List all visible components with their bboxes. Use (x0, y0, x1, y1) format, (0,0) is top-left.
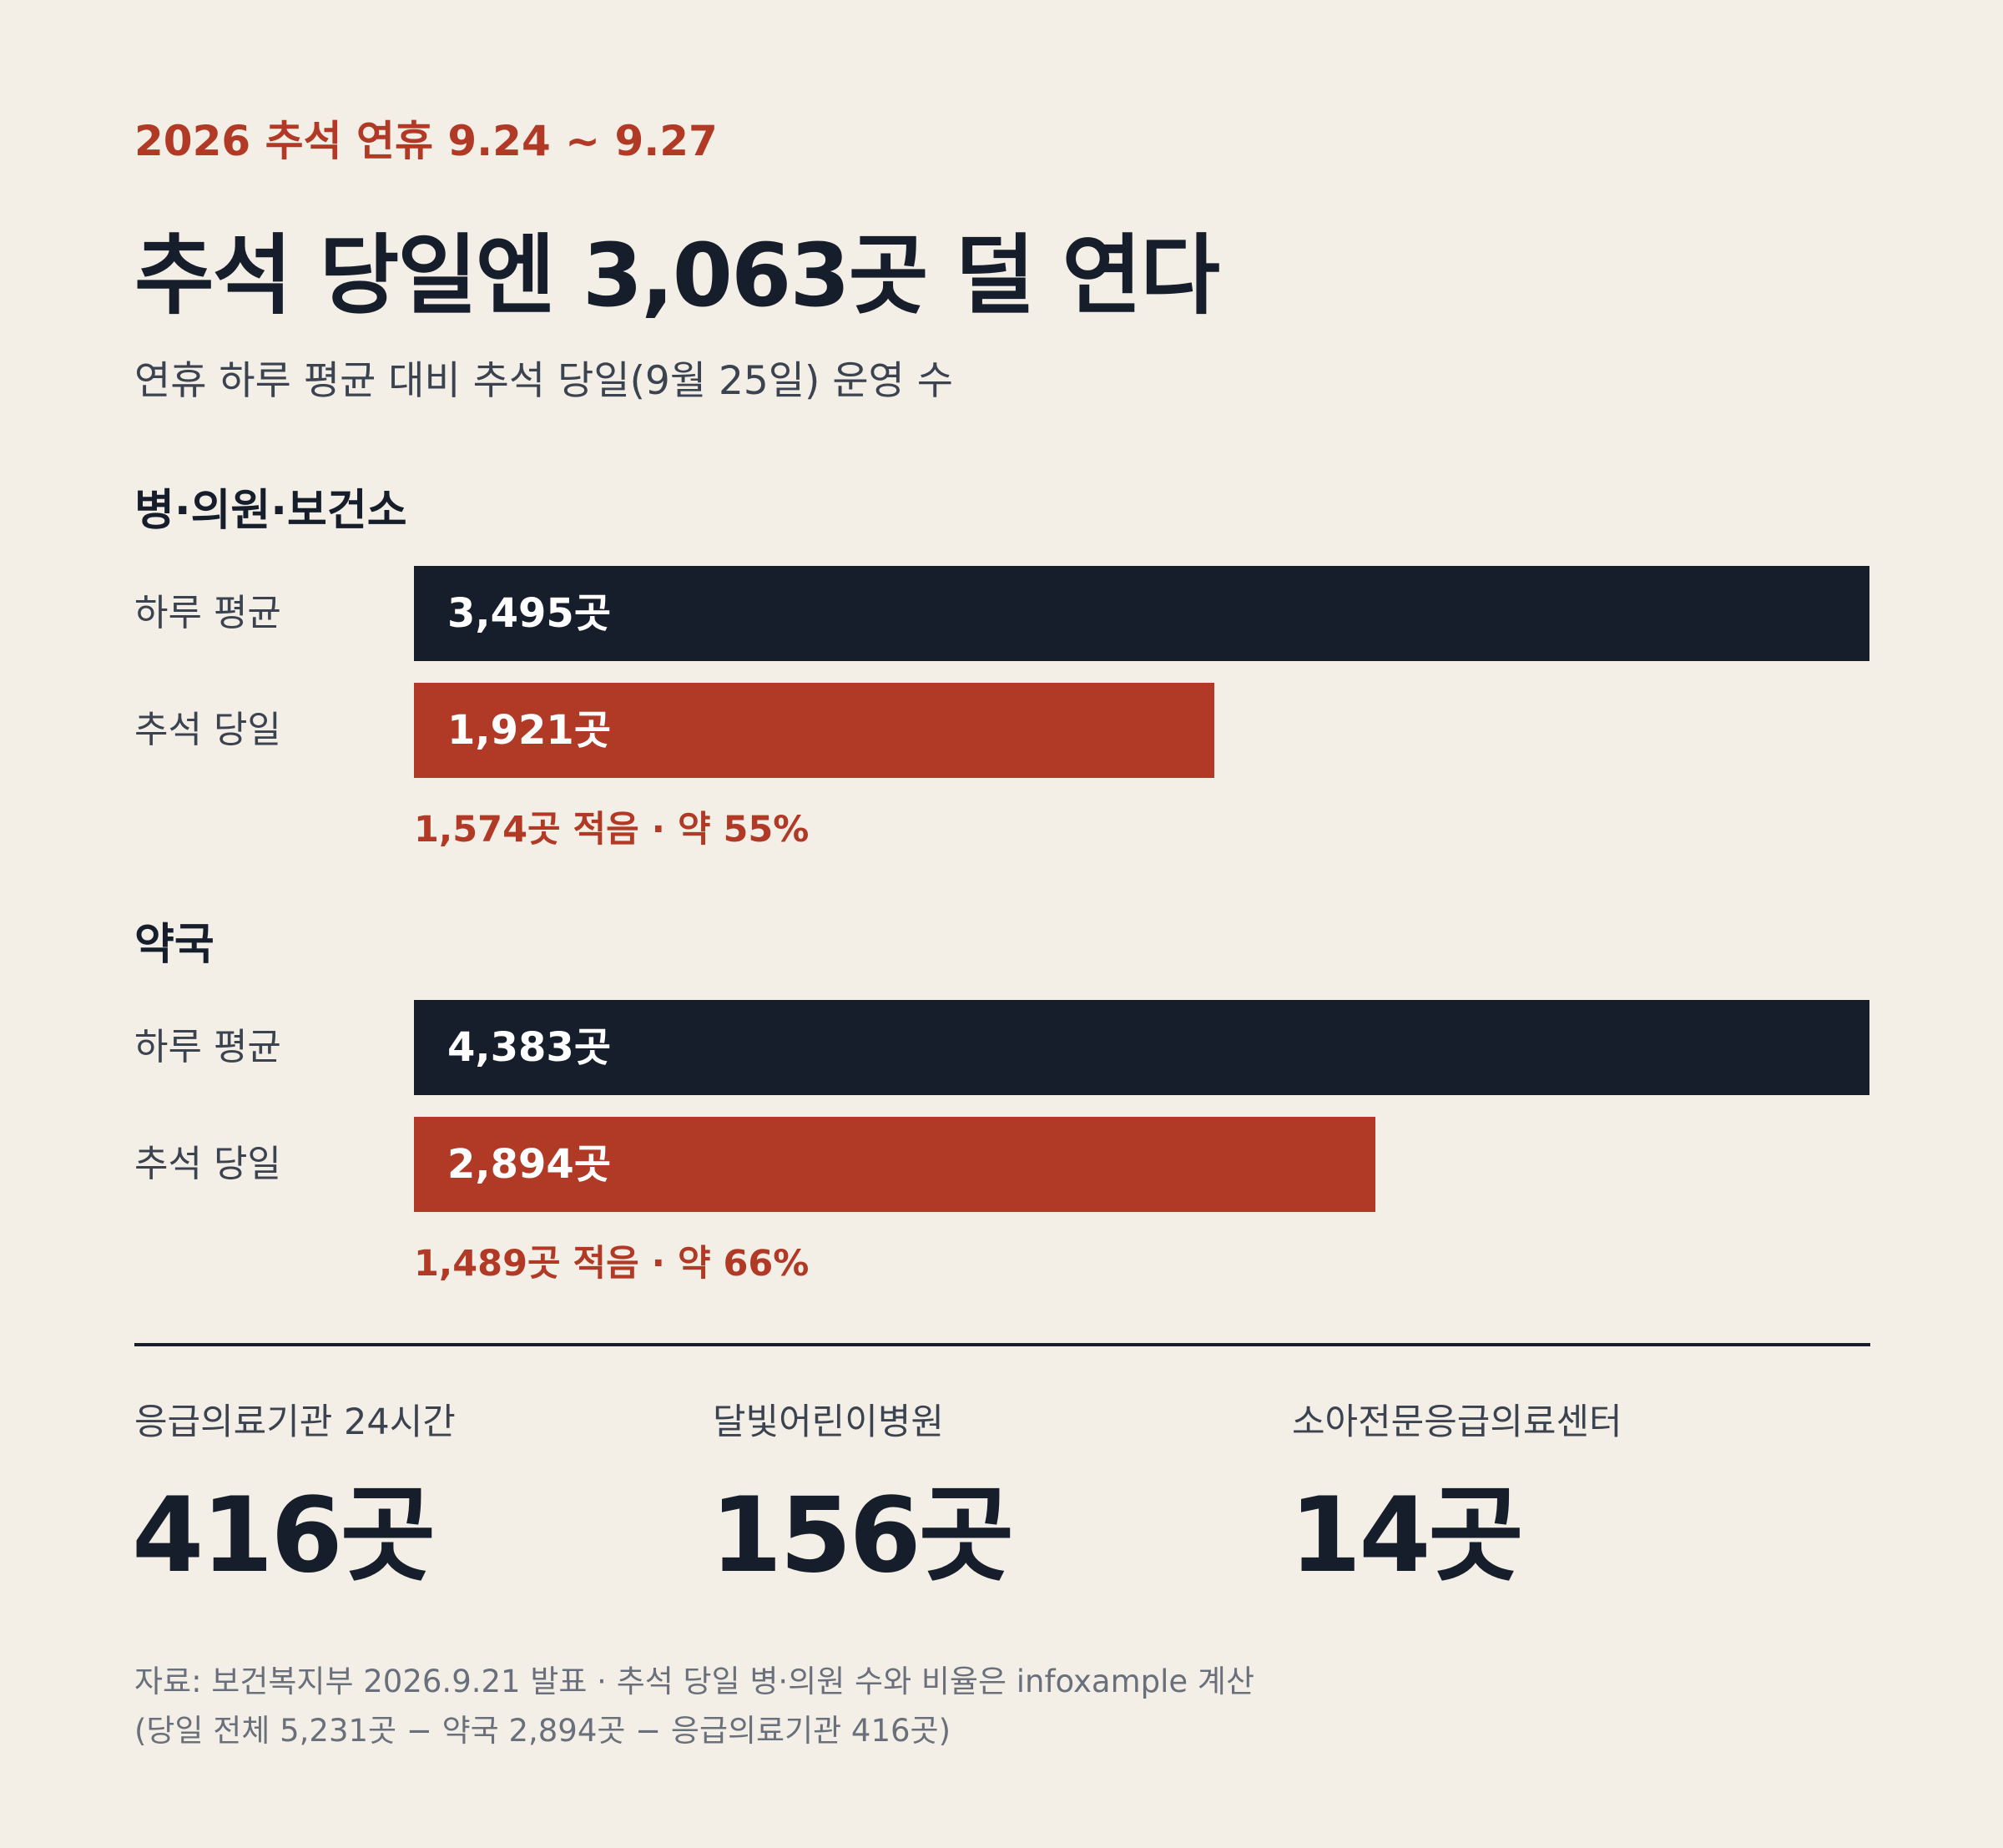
bar-value-pharmacy-day: 2,894곳 (447, 1141, 611, 1188)
bar-value-hospitals-day: 1,921곳 (447, 707, 611, 754)
stat-value-moonlight: 156곳 (710, 1476, 1014, 1596)
stat-label-emergency: 응급의료기관 24시간 (134, 1401, 456, 1443)
divider (134, 1343, 1870, 1346)
bar-hospitals-avg: 3,495곳 (414, 566, 1869, 661)
stat-label-moonlight: 달빛어린이병원 (713, 1401, 944, 1443)
bar-hospitals-day: 1,921곳 (414, 683, 1214, 778)
bar-value-hospitals-avg: 3,495곳 (447, 590, 611, 637)
diff-note-hospitals: 1,574곳 적음 · 약 55% (414, 809, 810, 851)
source-note: 자료: 보건복지부 2026.9.21 발표 · 추석 당일 병·의원 수와 비… (134, 1664, 1254, 1699)
stat-label-pediatric: 소아전문응급의료센터 (1292, 1401, 1622, 1443)
bar-value-pharmacy-avg: 4,383곳 (447, 1024, 611, 1071)
group-title-hospitals: 병·의원·보건소 (134, 486, 407, 536)
stat-value-pediatric: 14곳 (1289, 1476, 1524, 1596)
calculation-note: (당일 전체 5,231곳 − 약국 2,894곳 − 응급의료기관 416곳) (134, 1713, 951, 1749)
row-label-hospitals-avg: 하루 평균 (134, 592, 281, 634)
diff-note-pharmacy: 1,489곳 적음 · 약 66% (414, 1243, 810, 1285)
page-title: 추석 당일엔 3,063곳 덜 연다 (134, 225, 1220, 326)
bar-pharmacy-avg: 4,383곳 (414, 1000, 1869, 1095)
row-label-pharmacy-avg: 하루 평균 (134, 1026, 281, 1068)
bar-pharmacy-day: 2,894곳 (414, 1117, 1375, 1212)
row-label-hospitals-day: 추석 당일 (134, 709, 281, 751)
subtitle: 연휴 하루 평균 대비 추석 당일(9월 25일) 운영 수 (134, 358, 953, 404)
group-title-pharmacy: 약국 (134, 920, 214, 970)
kicker: 2026 추석 연휴 9.24 ~ 9.27 (134, 117, 718, 165)
row-label-pharmacy-day: 추석 당일 (134, 1143, 281, 1185)
stat-value-emergency: 416곳 (132, 1476, 436, 1596)
